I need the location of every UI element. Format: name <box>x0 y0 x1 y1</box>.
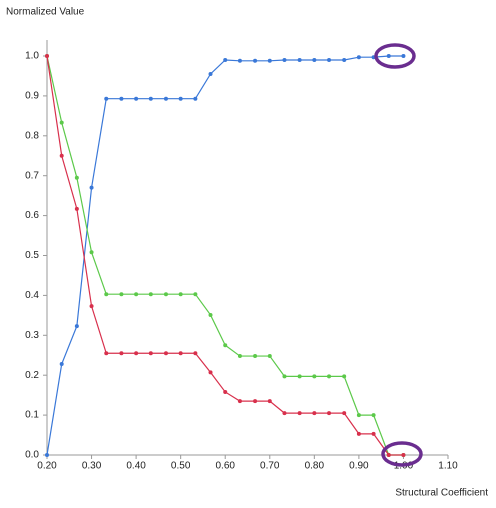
x-tick-label: 0.40 <box>126 461 146 472</box>
data-point <box>386 54 391 58</box>
data-point <box>134 96 139 101</box>
data-point <box>327 411 332 416</box>
x-axis-label: Structural Coefficient <box>395 488 488 499</box>
data-point <box>297 411 302 416</box>
data-point <box>297 57 302 62</box>
data-point <box>267 399 272 404</box>
data-point <box>208 370 213 375</box>
x-tick-label: 0.80 <box>305 461 325 472</box>
data-point <box>312 411 317 416</box>
data-point <box>119 351 124 356</box>
data-point <box>178 292 183 297</box>
data-point <box>342 374 347 379</box>
data-point <box>253 354 258 359</box>
data-point <box>356 413 361 418</box>
data-point <box>59 120 64 125</box>
x-tick-label: 0.20 <box>37 461 57 472</box>
data-point <box>312 374 317 379</box>
data-point <box>134 292 139 297</box>
data-point <box>208 71 213 76</box>
y-tick-label: 0.5 <box>25 250 39 261</box>
y-tick-label: 0.0 <box>25 450 39 461</box>
data-point <box>282 374 287 379</box>
data-point <box>74 206 79 211</box>
data-point <box>208 312 213 317</box>
data-point <box>356 431 361 436</box>
y-axis-label: Normalized Value <box>6 7 85 18</box>
y-tick-label: 0.9 <box>25 91 39 102</box>
data-point <box>267 58 272 63</box>
data-point <box>401 54 406 58</box>
data-point <box>401 453 406 457</box>
x-tick-label: 0.90 <box>349 461 369 472</box>
data-point <box>119 292 124 297</box>
series-line <box>46 55 404 456</box>
series-line <box>46 55 404 456</box>
data-point <box>223 389 228 394</box>
x-tick-label: 0.50 <box>171 461 191 472</box>
data-point <box>267 354 272 359</box>
highlight-ellipse <box>374 43 416 69</box>
data-point <box>45 54 49 58</box>
series-line <box>46 55 404 456</box>
data-point <box>297 374 302 379</box>
data-point <box>237 399 242 404</box>
data-point <box>134 351 139 356</box>
data-point <box>223 343 228 348</box>
highlight-ellipse <box>381 441 423 467</box>
data-point <box>253 399 258 404</box>
data-point <box>356 55 361 60</box>
data-point <box>223 57 228 62</box>
data-point <box>89 304 94 309</box>
data-point <box>371 413 376 418</box>
data-point <box>282 411 287 416</box>
data-point <box>312 57 317 62</box>
x-tick-label: 1.10 <box>438 461 458 472</box>
data-point <box>74 175 79 180</box>
data-point <box>74 324 79 329</box>
y-tick-label: 0.6 <box>25 210 39 221</box>
data-point <box>104 351 109 356</box>
data-point <box>193 351 198 356</box>
data-point <box>237 354 242 359</box>
data-point <box>178 351 183 356</box>
data-point <box>327 374 332 379</box>
data-point <box>104 292 109 297</box>
y-tick-label: 0.2 <box>25 370 39 381</box>
data-point <box>193 96 198 101</box>
data-point <box>148 96 153 101</box>
data-point <box>386 453 391 457</box>
x-tick-label: 0.70 <box>260 461 280 472</box>
data-point <box>371 431 376 436</box>
data-point <box>193 292 198 297</box>
data-point <box>342 57 347 62</box>
data-point <box>282 57 287 62</box>
data-point <box>45 453 49 457</box>
data-point <box>89 250 94 255</box>
data-point <box>163 351 168 356</box>
y-tick-label: 0.8 <box>25 130 39 141</box>
data-point <box>89 185 94 190</box>
data-point <box>178 96 183 101</box>
data-point <box>163 96 168 101</box>
data-point <box>148 292 153 297</box>
y-tick-label: 0.4 <box>25 290 39 301</box>
data-point <box>119 96 124 101</box>
x-tick-label: 0.30 <box>82 461 102 472</box>
data-point <box>253 58 258 63</box>
data-point <box>59 362 64 367</box>
data-point <box>237 58 242 63</box>
y-tick-label: 0.7 <box>25 170 39 181</box>
data-point <box>163 292 168 297</box>
y-tick-label: 0.3 <box>25 330 39 341</box>
data-point <box>104 96 109 101</box>
y-tick-label: 0.1 <box>25 410 39 421</box>
data-point <box>148 351 153 356</box>
data-point <box>59 153 64 158</box>
x-tick-label: 0.60 <box>215 461 235 472</box>
y-tick-label: 1.0 <box>25 51 39 62</box>
data-point <box>342 411 347 416</box>
data-point <box>327 57 332 62</box>
